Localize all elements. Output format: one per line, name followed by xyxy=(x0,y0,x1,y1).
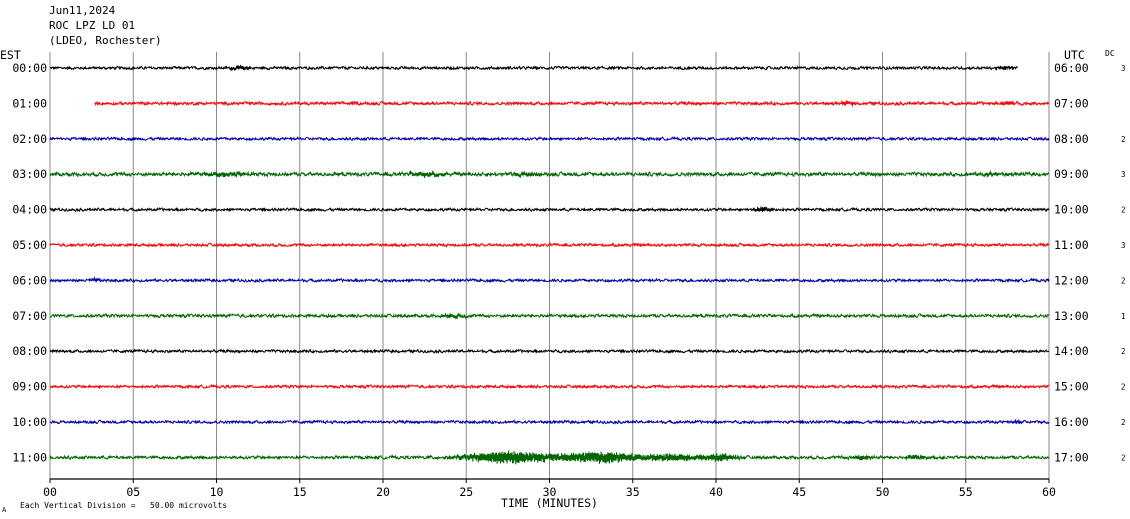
x-tick-label: 20 xyxy=(376,485,390,499)
est-hour-label: 07:00 xyxy=(12,309,47,323)
est-hour-label: 00:00 xyxy=(12,61,47,75)
est-hour-label: 03:00 xyxy=(12,167,47,181)
trace-row-1100: 11:00 17:00 2 xyxy=(12,450,1125,464)
trace-row-0600: 06:00 12:00 2 xyxy=(12,273,1125,287)
trace-row-0200: 02:00 08:00 2 xyxy=(12,132,1125,146)
seismic-trace xyxy=(49,419,1050,425)
seismic-trace xyxy=(49,242,1050,248)
utc-hour-label: 07:00 xyxy=(1054,96,1089,110)
trace-row-0800: 08:00 14:00 2 xyxy=(12,344,1125,358)
seismic-trace xyxy=(49,312,1050,320)
utc-hour-label: 13:00 xyxy=(1054,309,1089,323)
est-axis-title: EST xyxy=(0,48,21,62)
scale-note: Each Vertical Division = 50.00 microvolt… xyxy=(20,501,228,510)
utc-hour-label: 15:00 xyxy=(1054,380,1089,394)
utc-hour-label: 09:00 xyxy=(1054,167,1089,181)
x-tick-label: 30 xyxy=(543,485,557,499)
dc-offset-label: 2 xyxy=(1121,383,1126,392)
trace-row-0000: 00:00 06:00 3 xyxy=(12,61,1125,75)
x-tick-label: 10 xyxy=(210,485,224,499)
x-tick-label: 00 xyxy=(43,485,57,499)
dc-offset-label: 2 xyxy=(1121,347,1126,356)
x-tick-label: 55 xyxy=(959,485,973,499)
utc-axis-title: UTC xyxy=(1064,48,1085,62)
est-hour-label: 11:00 xyxy=(12,450,47,464)
x-tick-label: 45 xyxy=(792,485,806,499)
x-tick-label: 60 xyxy=(1042,485,1056,499)
utc-hour-label: 06:00 xyxy=(1054,61,1089,75)
est-hour-label: 08:00 xyxy=(12,344,47,358)
dc-offset-label: 3 xyxy=(1121,170,1126,179)
utc-hour-label: 16:00 xyxy=(1054,415,1089,429)
x-tick-label: 40 xyxy=(709,485,723,499)
dc-offset-label: 1 xyxy=(1121,312,1126,321)
trace-row-0900: 09:00 15:00 2 xyxy=(12,380,1125,394)
x-tick-label: 15 xyxy=(293,485,307,499)
x-axis-label: TIME (MINUTES) xyxy=(501,496,598,510)
network-name: (LDEO, Rochester) xyxy=(49,34,162,47)
est-hour-label: 02:00 xyxy=(12,132,47,146)
trace-row-0400: 04:00 10:00 2 xyxy=(12,203,1125,217)
trace-row-0100: 01:00 07:00 xyxy=(12,96,1088,110)
dc-offset-label: 2 xyxy=(1121,453,1126,462)
grid-lines xyxy=(49,52,1050,479)
dc-offset-label: 2 xyxy=(1121,418,1126,427)
x-tick-label: 50 xyxy=(876,485,890,499)
seismic-trace xyxy=(49,276,1050,284)
dc-offset-label: 2 xyxy=(1121,135,1126,144)
seismic-trace xyxy=(94,99,1050,108)
trace-row-0700: 07:00 13:00 1 xyxy=(12,309,1125,323)
utc-hour-label: 10:00 xyxy=(1054,203,1089,217)
est-hour-label: 10:00 xyxy=(12,415,47,429)
seismic-trace xyxy=(49,136,1050,142)
seismic-trace xyxy=(49,206,1050,213)
seismic-trace xyxy=(49,348,1050,354)
utc-hour-label: 12:00 xyxy=(1054,273,1089,287)
est-hour-label: 06:00 xyxy=(12,273,47,287)
seismic-trace xyxy=(49,383,1050,390)
seismic-trace xyxy=(49,450,1050,465)
utc-hour-label: 11:00 xyxy=(1054,238,1089,252)
utc-hour-label: 08:00 xyxy=(1054,132,1089,146)
dc-offset-label: 2 xyxy=(1121,206,1126,215)
est-hour-label: 01:00 xyxy=(12,96,47,110)
dc-column-title: DC xyxy=(1105,49,1115,58)
x-tick-label: 25 xyxy=(459,485,473,499)
seismic-trace xyxy=(49,64,1018,72)
dc-offset-label: 2 xyxy=(1121,276,1126,285)
plot-date: Jun11,2024 xyxy=(49,4,116,17)
trace-row-1000: 10:00 16:00 2 xyxy=(12,415,1125,429)
est-hour-label: 05:00 xyxy=(12,238,47,252)
station-code: ROC LPZ LD 01 xyxy=(49,19,136,32)
seismic-trace xyxy=(49,169,1050,179)
x-tick-label: 05 xyxy=(126,485,140,499)
trace-row-0500: 05:00 11:00 3 xyxy=(12,238,1125,252)
trace-row-0300: 03:00 09:00 3 xyxy=(12,167,1125,181)
est-hour-label: 09:00 xyxy=(12,380,47,394)
est-hour-label: 04:00 xyxy=(12,203,47,217)
corner-mark: A xyxy=(2,506,7,514)
x-ticks: 00 05 10 15 20 25 30 35 40 45 50 55 60 xyxy=(43,479,1056,499)
dc-offset-label: 3 xyxy=(1121,241,1126,250)
utc-hour-label: 17:00 xyxy=(1054,450,1089,464)
utc-hour-label: 14:00 xyxy=(1054,344,1089,358)
x-tick-label: 35 xyxy=(626,485,640,499)
dc-offset-label: 3 xyxy=(1121,64,1126,73)
